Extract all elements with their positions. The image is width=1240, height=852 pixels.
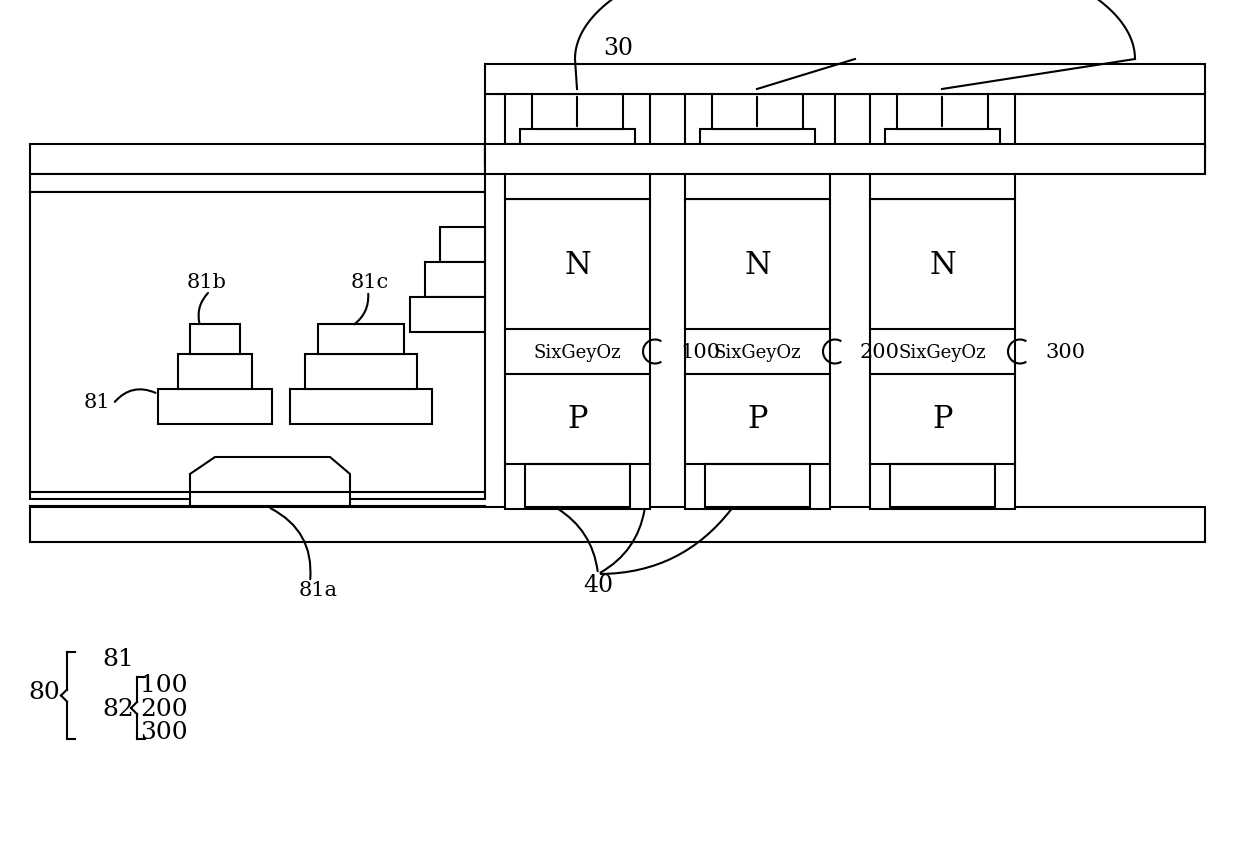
Bar [30, 145, 485, 175]
Text: 200: 200 [140, 698, 187, 721]
Text: 81: 81 [83, 393, 110, 412]
Bar [425, 262, 485, 297]
Text: 81c: 81c [351, 273, 389, 292]
Text: N: N [929, 249, 956, 280]
Bar [30, 508, 1205, 543]
Text: SixGeyOz: SixGeyOz [533, 343, 621, 361]
Text: 100: 100 [140, 674, 187, 697]
Text: SixGeyOz: SixGeyOz [899, 343, 986, 361]
Text: P: P [748, 404, 768, 435]
Bar [179, 354, 252, 389]
Bar [485, 95, 505, 164]
Bar [706, 464, 810, 508]
Text: 30: 30 [603, 37, 632, 60]
Text: 81b: 81b [187, 273, 227, 292]
Polygon shape [190, 458, 350, 508]
Bar [485, 145, 1205, 175]
Text: 81a: 81a [299, 580, 337, 599]
Text: P: P [567, 404, 588, 435]
Bar [30, 175, 485, 193]
Bar [317, 325, 404, 354]
Bar [485, 145, 515, 164]
Text: SixGeyOz: SixGeyOz [714, 343, 801, 361]
Text: N: N [744, 249, 771, 280]
Bar [440, 227, 485, 262]
Text: 80: 80 [29, 681, 60, 704]
Bar [30, 193, 485, 499]
Text: N: N [564, 249, 591, 280]
Bar [650, 95, 684, 164]
Bar [885, 130, 999, 164]
Bar [410, 297, 485, 332]
Text: 300: 300 [140, 721, 187, 744]
Bar [525, 464, 630, 508]
Bar [684, 199, 830, 509]
Bar [870, 199, 1016, 509]
Text: 40: 40 [583, 574, 613, 596]
Bar [505, 164, 650, 199]
Bar [835, 95, 870, 164]
Bar [305, 354, 417, 389]
Bar [532, 95, 622, 130]
Bar [505, 199, 650, 509]
Bar [712, 95, 804, 130]
Bar [1016, 95, 1205, 164]
Bar [157, 389, 272, 424]
Bar [485, 65, 1205, 95]
Bar [684, 164, 830, 199]
Bar [897, 95, 988, 130]
Text: 300: 300 [1045, 343, 1085, 361]
Text: 200: 200 [861, 343, 900, 361]
Text: 82: 82 [102, 698, 134, 721]
Bar [520, 130, 635, 164]
Bar [290, 389, 432, 424]
Bar [190, 325, 241, 354]
Text: 100: 100 [680, 343, 720, 361]
Bar [890, 464, 994, 508]
Text: P: P [932, 404, 952, 435]
Bar [701, 130, 815, 164]
Bar [870, 164, 1016, 199]
Text: 81: 81 [102, 648, 134, 671]
